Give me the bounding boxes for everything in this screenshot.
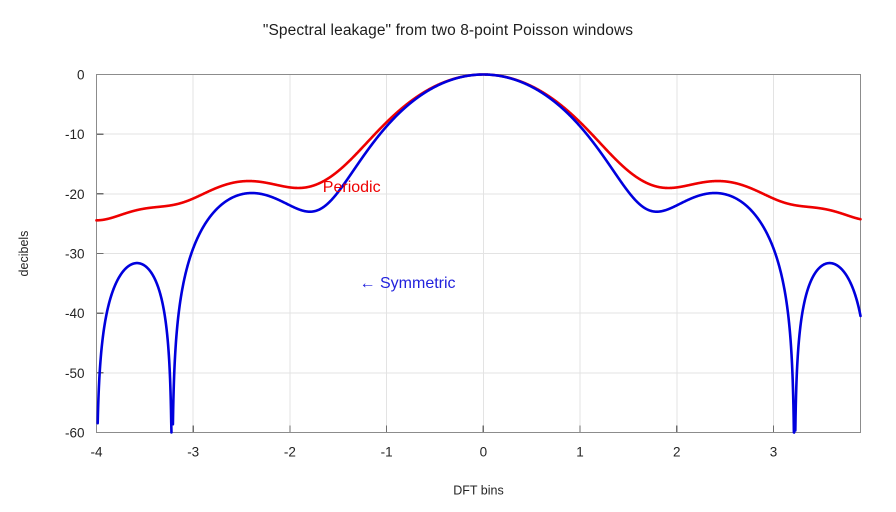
x-tick-label: -3 xyxy=(187,445,199,460)
y-tick-label: 0 xyxy=(77,68,85,83)
x-tick-label: 2 xyxy=(673,445,681,460)
y-tick-label: -30 xyxy=(65,247,85,262)
y-axis-title: decibels xyxy=(17,231,31,277)
x-axis-title: DFT bins xyxy=(453,484,503,498)
y-tick-label: -40 xyxy=(65,306,85,321)
series-line-symmetric xyxy=(96,73,862,434)
y-tick-label: -20 xyxy=(65,187,85,202)
x-tick-label: 3 xyxy=(770,445,778,460)
series-annotations: Periodic ← Symmetric xyxy=(323,179,456,292)
series-line-periodic xyxy=(95,73,862,222)
y-tick-label: -10 xyxy=(65,127,85,142)
x-tick-label: 1 xyxy=(576,445,584,460)
x-tick-label: 0 xyxy=(480,445,488,460)
x-tick-label: -2 xyxy=(284,445,296,460)
x-tick-label: -1 xyxy=(381,445,393,460)
y-tick-label: -50 xyxy=(65,366,85,381)
symmetric-label: ← Symmetric xyxy=(360,275,456,292)
y-axis-ticks: 0 -10 -20 -30 -40 -50 -60 xyxy=(65,68,104,441)
x-axis-ticks: -4 -3 -2 -1 0 1 2 3 xyxy=(90,425,778,460)
y-tick-label: -60 xyxy=(65,426,85,441)
x-tick-label: -4 xyxy=(90,445,102,460)
grid-lines xyxy=(96,74,861,433)
chart-title: "Spectral leakage" from two 8-point Pois… xyxy=(262,22,634,39)
data-series xyxy=(95,73,862,434)
periodic-label: Periodic xyxy=(323,179,381,196)
